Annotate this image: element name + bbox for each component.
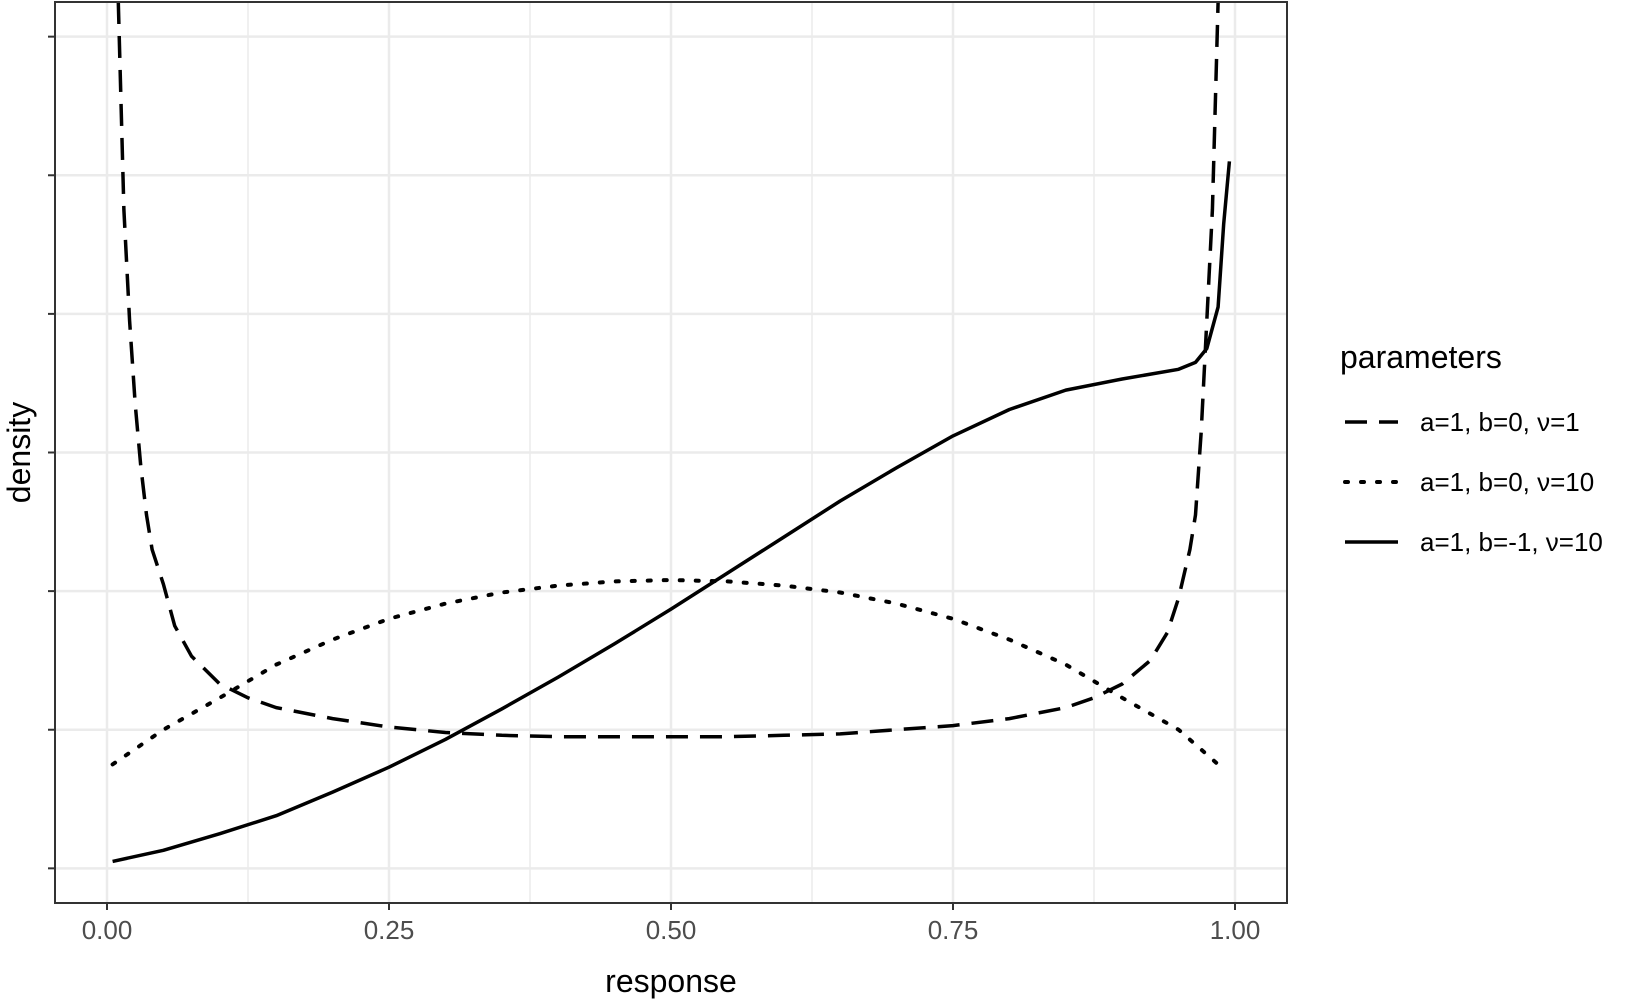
x-tick-label: 0.50 bbox=[646, 915, 697, 945]
series-line bbox=[112, 161, 1232, 864]
legend: parameters a=1, b=0, ν=1a=1, b=0, ν=10a=… bbox=[1340, 339, 1603, 557]
series-line bbox=[116, 2, 1220, 739]
legend-title: parameters bbox=[1340, 339, 1502, 375]
series-line bbox=[110, 578, 1221, 767]
legend-label: a=1, b=0, ν=1 bbox=[1420, 407, 1580, 437]
x-axis-title: response bbox=[605, 963, 737, 999]
y-axis-title: density bbox=[1, 402, 37, 503]
legend-label: a=1, b=-1, ν=10 bbox=[1420, 527, 1603, 557]
legend-label: a=1, b=0, ν=10 bbox=[1420, 467, 1594, 497]
y-axis-ticks bbox=[48, 35, 55, 870]
x-axis-ticks: 0.00 0.25 0.50 0.75 1.00 bbox=[82, 903, 1261, 945]
legend-items: a=1, b=0, ν=1 a=1, b=0, ν=10 a=1, b=-1, ν=… bbox=[1343, 407, 1603, 557]
x-tick-label: 1.00 bbox=[1210, 915, 1261, 945]
x-tick-label: 0.75 bbox=[928, 915, 979, 945]
x-tick-label: 0.25 bbox=[364, 915, 415, 945]
grid-major bbox=[55, 2, 1287, 903]
x-tick-label: 0.00 bbox=[82, 915, 133, 945]
series-layer bbox=[110, 2, 1232, 864]
